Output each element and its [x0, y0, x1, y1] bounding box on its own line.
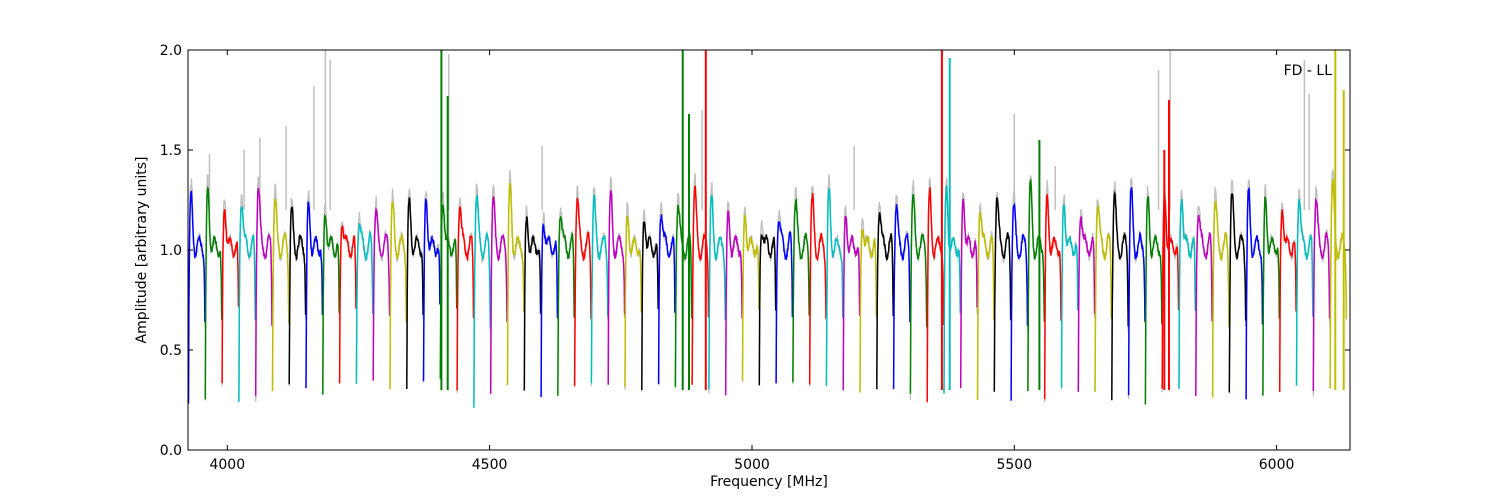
channel-line-61 [1211, 199, 1230, 398]
channel-line-4 [254, 187, 273, 397]
series-layer [188, 50, 1348, 408]
channel-line-39 [842, 215, 861, 391]
channel-line-17 [473, 193, 492, 408]
channel-line-27 [641, 220, 659, 391]
channel-line-20 [523, 216, 542, 391]
channel-line-34 [758, 234, 777, 386]
channel-line-18 [489, 195, 508, 394]
channel-line-51 [1043, 193, 1062, 400]
channel-line-66 [1295, 198, 1314, 386]
channel-line-63 [1245, 187, 1264, 400]
channel-line-28 [657, 214, 676, 385]
channel-line-16 [456, 206, 475, 391]
channel-line-7 [305, 201, 324, 389]
channel-line-60 [1195, 214, 1213, 397]
channel-line-46 [959, 198, 978, 389]
channel-line-19 [506, 183, 525, 386]
channel-line-49 [1010, 202, 1029, 401]
chart-annotation: FD - LL [1284, 63, 1333, 79]
x-tick-label: 4000 [209, 457, 245, 473]
channel-line-65 [1278, 209, 1297, 393]
channel-line-67 [1312, 197, 1331, 391]
y-tick-label: 2.0 [160, 43, 182, 59]
channel-line-33 [741, 214, 760, 381]
series-group [188, 50, 1348, 408]
channel-line-13 [406, 197, 424, 390]
x-axis-label: Frequency [MHz] [710, 474, 828, 490]
channel-line-3 [238, 206, 257, 403]
channel-line-23 [573, 197, 592, 387]
y-tick-label: 0.0 [160, 443, 182, 459]
x-tick-label: 6000 [1259, 457, 1295, 473]
y-tick-label: 1.5 [160, 143, 182, 159]
channel-line-9 [338, 225, 357, 384]
channel-line-55 [1111, 190, 1129, 401]
channel-line-24 [590, 194, 609, 384]
channel-line-12 [389, 201, 408, 390]
channel-line-35 [775, 221, 794, 384]
channel-line-11 [372, 207, 391, 381]
channel-line-53 [1077, 216, 1096, 392]
channel-line-59 [1178, 199, 1197, 389]
channel-line-8 [322, 213, 340, 395]
channel-line-21 [540, 222, 559, 398]
y-axis-label: Amplitude [arbitrary units] [134, 157, 150, 344]
channel-line-36 [792, 197, 810, 383]
channel-line-6 [288, 206, 307, 385]
channel-line-26 [624, 215, 643, 387]
y-tick-label: 0.5 [160, 343, 182, 359]
channel-line-14 [422, 198, 441, 382]
y-tick-label: 1.0 [160, 243, 182, 259]
channel-line-54 [1094, 204, 1113, 392]
background-series-line [188, 169, 1348, 403]
channel-line-42 [892, 204, 911, 390]
channel-line-22 [557, 216, 575, 396]
channel-line-47 [976, 211, 995, 401]
channel-line-32 [724, 210, 743, 396]
channel-line-38 [825, 188, 844, 387]
channel-line-1 [204, 185, 223, 400]
channel-line-31 [708, 194, 727, 390]
x-tick-label: 4500 [472, 457, 508, 473]
channel-line-10 [355, 223, 374, 384]
channel-line-56 [1127, 187, 1146, 396]
channel-line-64 [1262, 196, 1281, 396]
channel-line-48 [993, 197, 1012, 392]
channel-line-50 [1027, 177, 1046, 392]
x-tick-label: 5500 [996, 457, 1032, 473]
channel-line-5 [271, 198, 290, 392]
channel-line-41 [876, 212, 894, 390]
channel-line-2 [221, 209, 240, 384]
channel-line-45 [943, 185, 962, 394]
channel-line-0 [188, 189, 206, 404]
channel-line-25 [607, 190, 626, 385]
channel-line-40 [859, 228, 878, 393]
x-tick-label: 5000 [734, 457, 770, 473]
ticks-layer: 4000 4500 5000 5500 6000 0.0 0.5 1.0 1.5 2.0 [160, 43, 1350, 473]
channel-line-37 [808, 192, 827, 385]
channel-line-57 [1144, 196, 1163, 405]
channel-line-44 [926, 187, 945, 403]
channel-line-62 [1228, 193, 1247, 393]
channel-line-43 [909, 194, 928, 394]
channel-line-52 [1060, 204, 1079, 388]
